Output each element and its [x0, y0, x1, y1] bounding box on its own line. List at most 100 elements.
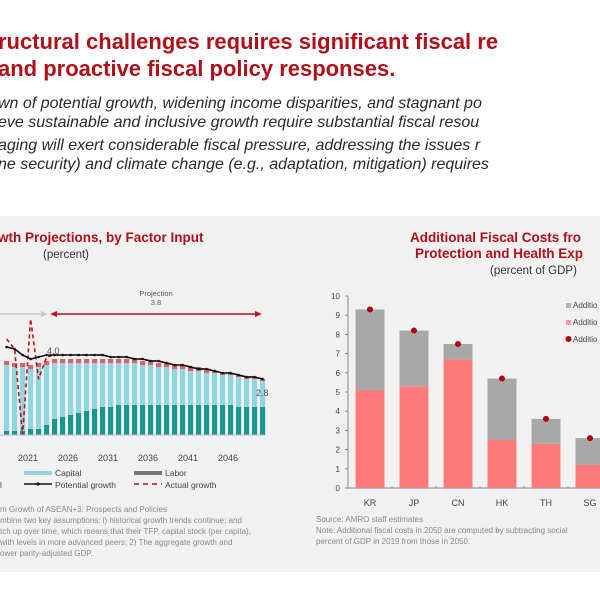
bar-segment-tfp — [204, 369, 210, 373]
slide-title-line-1: ructural challenges requires significant… — [0, 29, 499, 54]
y-tick-label: 3 — [336, 426, 341, 435]
bar-segment-capital — [60, 363, 66, 417]
bar-segment-labor — [116, 405, 122, 435]
y-tick-label: 7 — [336, 350, 341, 359]
potential-growth-point — [173, 363, 176, 367]
note-line: tch up over time, which means that their… — [0, 527, 251, 536]
x-category-label: TH — [540, 498, 552, 508]
potential-growth-point — [77, 353, 80, 357]
x-tick-label: 2046 — [218, 453, 238, 463]
bar-segment-labor — [60, 417, 66, 435]
bar-segment-labor — [52, 419, 58, 435]
bar-segment-capital — [108, 363, 114, 407]
bar-segment-tfp — [180, 365, 186, 369]
bar-segment-capital — [116, 363, 122, 405]
bar-segment-labor — [204, 405, 210, 435]
potential-growth-point — [109, 355, 112, 359]
bar-segment-grey — [443, 344, 473, 360]
bar-segment-capital — [68, 363, 74, 415]
source-line: Source: AMRO staff estimates — [316, 515, 424, 524]
total-dot — [543, 415, 549, 422]
bar-segment-labor — [220, 405, 226, 435]
legend-label-potential: Potential growth — [55, 480, 116, 490]
label-start-value: 4.0 — [47, 346, 60, 356]
y-tick-label: 4 — [336, 407, 341, 416]
bar-segment-tfp — [44, 361, 50, 365]
bar-segment-labor — [140, 405, 146, 435]
bar-segment-capital — [28, 369, 34, 429]
potential-growth-point — [125, 355, 128, 359]
left-chart-subtitle: (percent) — [43, 249, 90, 261]
projection-arrows: Projection 3.8 — [0, 289, 262, 317]
y-tick-label: 2 — [336, 446, 341, 455]
potential-growth-point — [213, 369, 216, 373]
potential-growth-point — [13, 347, 16, 351]
bar-segment-capital — [228, 375, 234, 405]
legend-marker-potential — [36, 482, 40, 486]
y-tick-label: 5 — [336, 388, 341, 397]
bar-segment-grey — [531, 418, 561, 444]
potential-growth-point — [221, 371, 224, 375]
y-tick-label: 0 — [336, 484, 341, 493]
bar-segment-tfp — [124, 359, 130, 363]
right-legend: Additio Additio Additio — [565, 301, 598, 344]
bar-segment-capital — [188, 371, 194, 405]
right-chart: 0 1 2 3 4 5 6 7 8 9 10 KR JP CN HK TH SG Additio A… — [331, 292, 600, 508]
potential-growth-point — [181, 363, 184, 367]
right-chart-subtitle: (percent of GDP) — [490, 265, 577, 277]
bar-segment-labor — [36, 429, 42, 435]
bar-segment-labor — [236, 407, 242, 435]
bar-segment-grey — [355, 309, 385, 391]
legend-swatch-labor — [134, 471, 162, 475]
total-dot — [411, 327, 417, 334]
left-legend: Capital Labor l Potential growth Actual … — [0, 468, 217, 490]
x-category-label: SG — [583, 498, 596, 508]
x-tick-label: 2036 — [138, 453, 158, 463]
bar-segment-labor — [4, 431, 10, 435]
bar-segment-capital — [236, 377, 242, 407]
x-category-label: HK — [496, 498, 509, 508]
bar-segment-pink — [355, 390, 385, 488]
potential-growth-point — [141, 357, 144, 361]
bar-segment-capital — [164, 367, 170, 405]
bar-segment-capital — [252, 379, 258, 407]
y-tick-label: 6 — [336, 369, 341, 378]
left-chart-title: wth Projections, by Factor Input — [0, 230, 204, 245]
bar-segment-labor — [212, 405, 218, 435]
bar-segment-labor — [84, 411, 90, 435]
bar-segment-tfp — [100, 359, 106, 363]
bar-segment-capital — [156, 367, 162, 405]
potential-growth-point — [85, 353, 88, 357]
right-chart-title-line-2: Protection and Health Exp — [415, 246, 584, 261]
potential-growth-point — [37, 355, 40, 359]
bar-segment-labor — [172, 405, 178, 435]
bar-segment-labor — [156, 405, 162, 435]
projection-value: 3.8 — [151, 298, 161, 307]
bar-segment-tfp — [52, 359, 58, 363]
potential-growth-point — [29, 357, 32, 361]
bar-segment-capital — [100, 363, 106, 407]
right-chart-title-line-1: Additional Fiscal Costs fro — [410, 230, 582, 245]
bar-segment-grey — [487, 378, 517, 440]
bar-segment-tfp — [84, 359, 90, 363]
bar-segment-tfp — [12, 363, 18, 367]
bar-segment-capital — [244, 379, 250, 407]
bar-segment-tfp — [36, 363, 42, 367]
projection-arrow-head-left — [50, 311, 57, 317]
right-chart-bars — [355, 306, 600, 488]
bar-segment-capital — [84, 363, 90, 411]
bar-segment-capital — [124, 363, 130, 405]
bar-segment-capital — [52, 363, 58, 419]
bar-segment-labor — [196, 405, 202, 435]
left-notes: m Growth of ASEAN+3: Prospects and Polic… — [0, 504, 251, 559]
bar-segment-pink — [575, 464, 600, 488]
total-dot — [499, 375, 505, 382]
total-dot — [367, 306, 373, 313]
x-tick-label: 2031 — [98, 453, 118, 463]
bar-segment-labor — [228, 405, 234, 435]
slide-bullets: wn of potential growth, widening income … — [0, 94, 600, 178]
slide-title: ructural challenges requires significant… — [0, 28, 600, 82]
legend-label-capital: Capital — [55, 468, 82, 478]
bar-segment-capital — [140, 365, 146, 405]
bar-segment-tfp — [108, 359, 114, 363]
